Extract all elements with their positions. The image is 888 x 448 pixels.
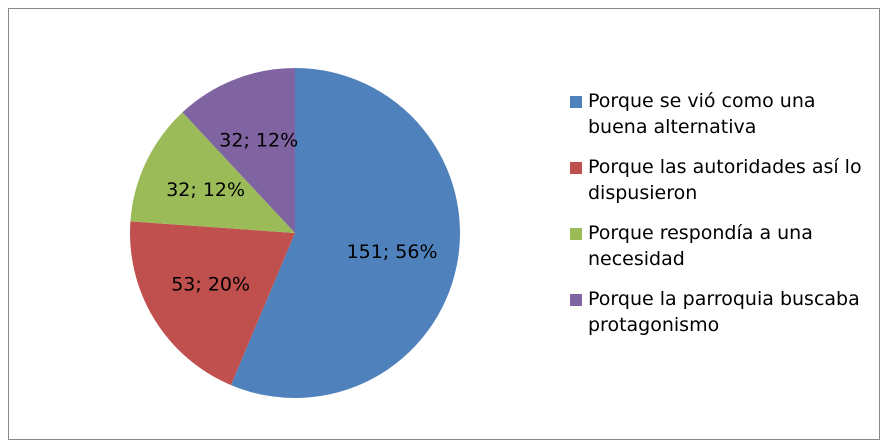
legend-swatch	[570, 162, 582, 174]
legend-swatch	[570, 96, 582, 108]
legend-label: Porque las autoridades así lo dispusiero…	[588, 156, 862, 204]
pie-slice	[230, 68, 460, 398]
legend-label: Porque la parroquia buscaba protagonismo	[588, 288, 860, 336]
legend-label: Porque respondía a una necesidad	[588, 222, 813, 270]
legend-swatch	[570, 294, 582, 306]
data-label: 151; 56%	[347, 241, 438, 263]
pie-slice	[130, 112, 295, 233]
legend-entry: Porque se vió como una buena alternativa	[570, 88, 870, 140]
data-label: 32; 12%	[166, 179, 245, 201]
legend-entry: Porque las autoridades así lo dispusiero…	[570, 154, 870, 206]
pie-slice	[182, 68, 295, 233]
legend-entry: Porque la parroquia buscaba protagonismo	[570, 286, 870, 338]
data-label: 53; 20%	[171, 273, 250, 295]
legend-entry: Porque respondía a una necesidad	[570, 220, 870, 272]
data-label: 32; 12%	[219, 129, 298, 151]
pie-slice	[130, 221, 295, 386]
legend-swatch	[570, 228, 582, 240]
legend-label: Porque se vió como una buena alternativa	[588, 90, 816, 138]
legend: Porque se vió como una buena alternativa…	[570, 88, 870, 352]
